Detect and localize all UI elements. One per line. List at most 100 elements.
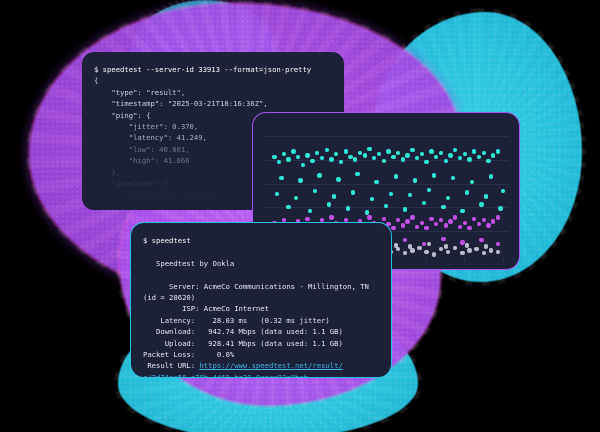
json-line-4: "jitter": 0.370,: [94, 122, 199, 132]
packet-loss-line: Packet Loss: 0.0%: [143, 350, 235, 360]
chart-dot-upload: [381, 216, 386, 222]
latency-line: Latency: 28.03 ms (0.32 ms jitter): [143, 315, 330, 325]
chart-dot-upload: [357, 219, 363, 224]
terminal-result-body: $ speedtest Speedtest by Ookla Server: A…: [131, 223, 391, 378]
chart-dot-upload: [391, 225, 396, 231]
json-line-6: "low": 40.801,: [94, 144, 190, 154]
chart-dot-upload: [410, 215, 415, 220]
json-line-0: {: [94, 76, 99, 86]
chart-dot-download: [364, 210, 370, 215]
chart-dot-packet-loss: [495, 249, 501, 255]
chart-dot-download: [453, 148, 458, 153]
chart-dot-packet-loss: [403, 251, 408, 256]
chart-dot-packet-loss: [438, 247, 444, 252]
chart-dot-download: [445, 195, 451, 200]
chart-dot-upload: [495, 241, 501, 247]
chart-dot-download: [393, 174, 398, 179]
chart-dot-download: [467, 157, 472, 162]
chart-dot-upload: [448, 219, 453, 224]
chart-dot-download: [491, 153, 496, 158]
chart-dot-download: [300, 162, 306, 167]
chart-dot-packet-loss: [407, 244, 413, 249]
chart-dot-download: [334, 152, 339, 157]
chart-dot-download: [384, 203, 389, 208]
chart-dot-download: [448, 153, 453, 158]
result-url-link-part1[interactable]: https://www.speedtest.net/result/: [199, 361, 343, 371]
chart-dot-download: [367, 146, 372, 152]
chart-dot-upload: [462, 220, 467, 226]
json-line-10: "bandwidth": 24097927,: [94, 190, 225, 200]
terminal-window-result[interactable]: $ speedtest Speedtest by Ookla Server: A…: [130, 222, 392, 378]
chart-dot-download: [500, 189, 505, 194]
chart-dot-packet-loss: [410, 248, 415, 253]
chart-dot-upload: [438, 218, 444, 223]
chart-dot-download: [338, 159, 344, 165]
chart-dot-download: [355, 171, 360, 177]
chart-dot-download: [472, 149, 477, 154]
chart-dot-download: [431, 173, 436, 178]
chart-dot-download: [372, 156, 377, 161]
chart-dot-download: [353, 157, 358, 162]
chart-dot-download: [291, 149, 296, 154]
chart-dot-download: [329, 157, 334, 162]
chart-gridline: [265, 136, 509, 138]
chart-dot-upload: [453, 215, 458, 220]
chart-dot-upload: [495, 215, 501, 220]
chart-dot-download: [424, 159, 429, 165]
chart-dot-packet-loss: [417, 245, 422, 251]
chart-dot-download: [412, 178, 417, 183]
chart-dot-download: [305, 153, 310, 158]
server-line: Server: AcmeCo Communications - Millingt…: [143, 281, 369, 291]
chart-dot-download: [272, 154, 277, 160]
chart-dot-download: [324, 148, 329, 153]
chart-dot-download: [450, 175, 456, 181]
chart-dot-download: [388, 191, 394, 197]
chart-dot-upload: [443, 223, 448, 228]
chart-dot-packet-loss: [481, 251, 486, 256]
chart-dot-upload: [457, 224, 463, 230]
chart-dot-upload: [472, 216, 477, 222]
chart-dot-download: [386, 149, 391, 154]
chart-dot-download: [495, 149, 501, 154]
download-line: Download: 942.74 Mbps (data used: 1.1 GB…: [143, 327, 343, 337]
chart-gridline: [265, 207, 509, 209]
chart-dot-download: [422, 200, 427, 206]
chart-dot-download: [343, 149, 348, 154]
chart-x-tick: [425, 257, 427, 261]
chart-dot-upload: [405, 219, 410, 224]
chart-dot-download: [279, 175, 284, 181]
chart-dot-download: [426, 187, 432, 193]
chart-dot-download: [319, 156, 325, 161]
chart-dot-download: [312, 189, 317, 194]
chart-dot-download: [443, 158, 448, 164]
chart-dot-download: [457, 156, 463, 161]
json-line-7: "high": 41.666: [94, 156, 190, 166]
chart-dot-packet-loss: [464, 243, 470, 248]
chart-dot-upload: [481, 218, 486, 223]
chart-dot-download: [362, 153, 367, 158]
result-url-link-part2[interactable]: c/2d74ee56-a79b-4469-ba21-0cecc92c8bcb: [143, 372, 309, 378]
chart-dot-packet-loss: [483, 244, 489, 249]
chart-dot-download: [369, 196, 375, 202]
chart-dot-download: [400, 157, 406, 162]
chart-dot-download: [298, 178, 303, 183]
chart-dot-upload: [429, 216, 434, 222]
chart-dot-packet-loss: [460, 251, 465, 256]
chart-dot-upload: [367, 215, 372, 220]
chart-dot-upload: [403, 237, 408, 243]
chart-dot-download: [350, 190, 356, 195]
chart-dot-download: [348, 154, 353, 160]
chart-dot-download: [479, 202, 484, 207]
chart-dot-packet-loss: [488, 248, 494, 253]
json-line-1: "type": "result",: [94, 87, 186, 97]
chart-dot-upload: [424, 225, 429, 231]
chart-dot-download: [317, 173, 322, 178]
json-line-5: "latency": 41.249,: [94, 133, 207, 143]
chart-dot-upload: [479, 237, 484, 243]
chart-dot-packet-loss: [426, 241, 432, 247]
chart-dot-download: [276, 159, 282, 165]
chart-dot-upload: [419, 220, 425, 226]
chart-dot-download: [414, 156, 420, 161]
server-id-line: (id = 28620): [143, 293, 196, 303]
